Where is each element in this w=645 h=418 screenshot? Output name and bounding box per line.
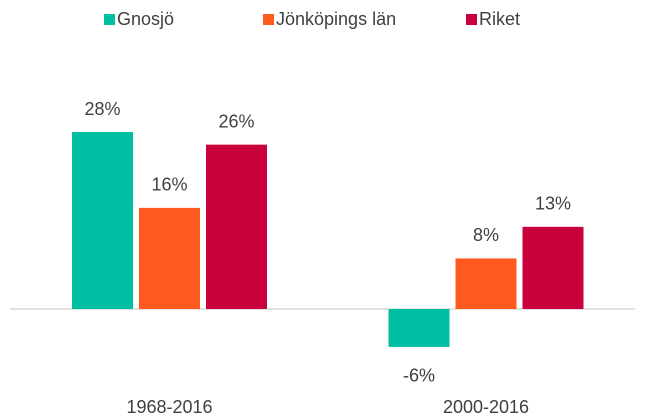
data-label: -6%	[403, 366, 435, 386]
legend-label: Gnosjö	[117, 9, 174, 29]
bar	[72, 132, 133, 309]
x-tick-label: 1968-2016	[126, 397, 212, 417]
data-label: 26%	[218, 111, 254, 131]
x-tick-label: 2000-2016	[443, 397, 529, 417]
bar	[206, 144, 267, 309]
legend-label: Riket	[479, 9, 520, 29]
legend-label: Jönköpings län	[276, 9, 396, 29]
legend-swatch	[104, 14, 115, 25]
data-label: 28%	[84, 99, 120, 119]
data-label: 8%	[473, 225, 499, 245]
bar	[388, 309, 450, 347]
bar	[455, 258, 517, 309]
legend-swatch	[263, 14, 274, 25]
data-label: 16%	[151, 175, 187, 195]
legend-swatch	[466, 14, 477, 25]
data-label: 13%	[535, 194, 571, 214]
bar	[522, 226, 584, 309]
bar	[139, 207, 200, 309]
